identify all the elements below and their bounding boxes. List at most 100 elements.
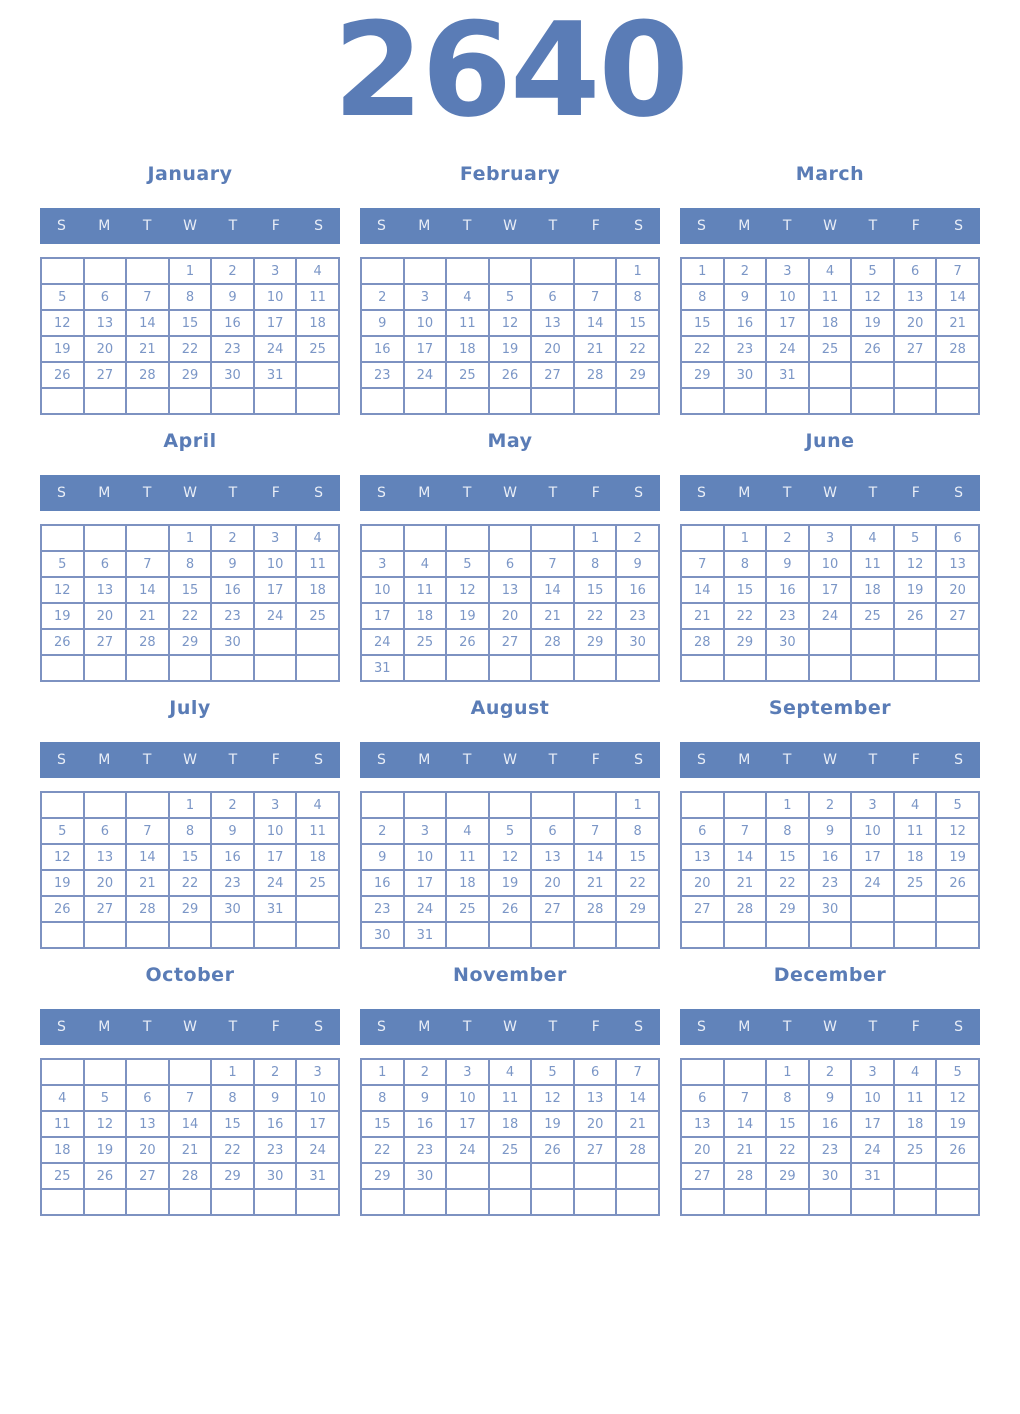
week-row: 7 8 9 10 11 12 13 [680, 550, 980, 578]
day-cell: 26 [530, 1136, 575, 1164]
empty-cell [572, 387, 618, 415]
month-december: December S M T W T F S 1 2 3 4 5 6 7 8 9 10 11 12 13 14 15 16 17… [680, 961, 980, 1216]
day-cell: 13 [530, 843, 575, 871]
weekday-label: F [591, 1019, 600, 1035]
weekday-label: S [696, 218, 706, 234]
month-september: September S M T W T F S 1 2 3 4 5 6 7 8 9 10 11 12 13 14 15 16 1… [680, 694, 980, 949]
day-cell: 30 [807, 1162, 853, 1190]
day-cell: 15 [360, 1110, 405, 1138]
day-cell: 4 [295, 524, 340, 552]
day-cell: 18 [892, 843, 938, 871]
day-cell: 16 [765, 576, 810, 604]
day-cell: 21 [935, 309, 980, 337]
day-cell: 23 [807, 1136, 853, 1164]
week-row: 12 13 14 15 16 17 18 [40, 843, 340, 871]
month-january: January S M T W T F S 1 2 3 4 5 6 7 8 9 10 11 12 13 14 15 16 17 1… [40, 160, 340, 415]
day-cell: 3 [252, 524, 298, 552]
day-cell: 23 [210, 869, 255, 897]
empty-cell [722, 791, 768, 819]
empty-cell [360, 257, 405, 285]
week-row: 13 14 15 16 17 18 19 [680, 843, 980, 871]
empty-cell [445, 654, 490, 682]
weekday-label: S [954, 1019, 964, 1035]
weekday-label: T [782, 752, 792, 768]
day-cell: 12 [487, 843, 533, 871]
empty-cell [530, 387, 575, 415]
week-row: 20 21 22 23 24 25 26 [680, 1136, 980, 1164]
day-cell: 27 [680, 895, 725, 923]
empty-cell [765, 387, 810, 415]
weekday-label: S [696, 752, 706, 768]
weekday-label: M [738, 752, 751, 768]
day-cell: 7 [615, 1058, 660, 1086]
day-cell: 6 [935, 524, 980, 552]
empty-cell [530, 1188, 575, 1216]
empty-cell [722, 1058, 768, 1086]
day-cell: 7 [935, 257, 980, 285]
day-cell: 14 [167, 1110, 213, 1138]
day-cell: 13 [680, 1110, 725, 1138]
empty-cell [210, 921, 255, 949]
weekday-label: F [271, 1019, 280, 1035]
day-cell: 5 [935, 791, 980, 819]
weekday-label: W [503, 485, 517, 501]
weekday-label: F [591, 485, 600, 501]
week-row: 23 24 25 26 27 28 29 [360, 895, 660, 923]
weekday-label: W [503, 752, 517, 768]
day-cell: 3 [765, 257, 810, 285]
day-cell: 20 [892, 309, 938, 337]
weekday-label: M [418, 485, 431, 501]
day-cell: 30 [807, 895, 853, 923]
day-cell: 7 [680, 550, 725, 578]
week-row: 30 31 [360, 921, 660, 949]
month-title: December [773, 964, 887, 986]
day-cell: 11 [850, 550, 895, 578]
day-cell: 23 [615, 602, 660, 630]
day-cell: 2 [807, 1058, 853, 1086]
weekday-label: T [782, 485, 792, 501]
empty-cell [360, 1188, 405, 1216]
day-cell: 2 [360, 817, 405, 845]
weekday-label: W [183, 1019, 197, 1035]
weekday-label: M [98, 1019, 111, 1035]
day-cell: 27 [530, 361, 575, 389]
empty-cell [850, 387, 895, 415]
empty-cell [360, 524, 405, 552]
empty-cell [210, 654, 255, 682]
weekday-label: S [376, 218, 386, 234]
day-cell: 28 [167, 1162, 213, 1190]
day-cell: 25 [295, 335, 340, 363]
empty-cell [252, 921, 298, 949]
empty-cell [892, 1162, 938, 1190]
day-cell: 2 [210, 791, 255, 819]
day-cell: 15 [167, 576, 213, 604]
day-cell: 4 [402, 550, 448, 578]
empty-cell [807, 1188, 853, 1216]
month-grid: 1 2 3 4 5 6 7 8 9 10 11 12 13 14 15 16 17 18 19 20 21 22 23 24 2… [40, 524, 340, 682]
day-cell: 25 [402, 628, 448, 656]
month-grid: 1 2 3 4 5 6 7 8 9 10 11 12 13 14 15 16 17 18 19 20 21 22 23 24 2… [360, 524, 660, 682]
day-cell: 16 [210, 576, 255, 604]
week-row: 27 28 29 30 [680, 895, 980, 923]
month-grid: 1 2 3 4 5 6 7 8 9 10 11 12 13 14 15 16 17 18 19 20 21 22 23 24 2… [680, 791, 980, 949]
day-cell: 3 [295, 1058, 340, 1086]
week-row [40, 387, 340, 415]
day-cell: 25 [295, 869, 340, 897]
day-cell: 26 [850, 335, 895, 363]
day-cell: 8 [167, 817, 213, 845]
day-cell: 18 [402, 602, 448, 630]
day-cell: 8 [615, 817, 660, 845]
day-cell: 29 [765, 895, 810, 923]
week-row: 5 6 7 8 9 10 11 [40, 283, 340, 311]
weekday-label: T [462, 1019, 472, 1035]
day-cell: 12 [40, 309, 85, 337]
day-cell: 30 [252, 1162, 298, 1190]
day-cell: 10 [252, 550, 298, 578]
